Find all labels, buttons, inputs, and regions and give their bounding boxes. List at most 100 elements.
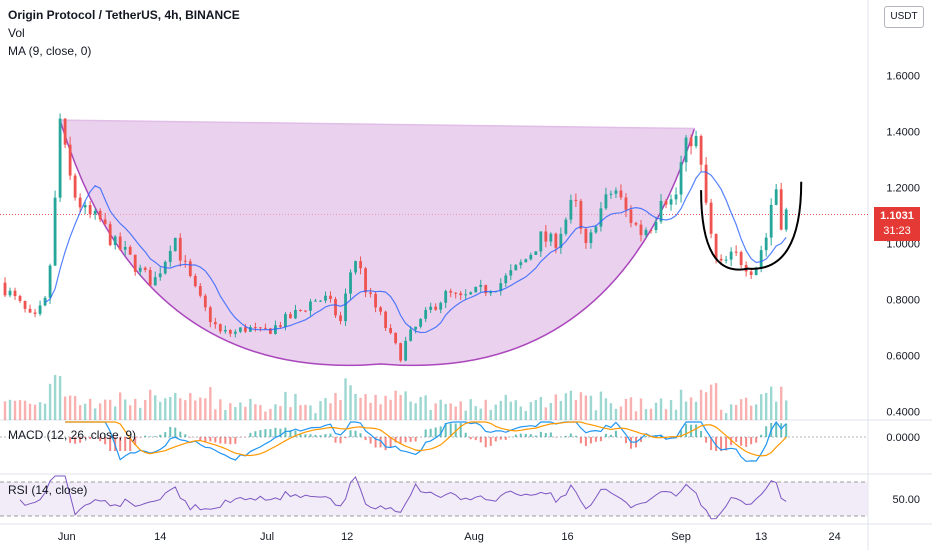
candle-body xyxy=(489,291,493,294)
candle-body xyxy=(264,327,267,329)
candle-body xyxy=(198,286,202,296)
macd-histogram-bar xyxy=(309,434,312,437)
macd-histogram-bar xyxy=(639,437,642,442)
candle-body xyxy=(228,330,232,334)
macd-histogram-bar xyxy=(124,437,127,451)
macd-histogram-bar xyxy=(329,433,332,437)
candle-body xyxy=(108,224,112,246)
macd-legend[interactable]: MACD (12, 26, close, 9) xyxy=(8,428,137,442)
volume-bar xyxy=(389,399,392,420)
candle-body xyxy=(754,268,758,276)
candle-body xyxy=(624,197,628,210)
macd-histogram-bar xyxy=(264,429,267,437)
ma-legend[interactable]: MA (9, close, 0) xyxy=(8,44,92,58)
volume-bar xyxy=(489,409,492,420)
macd-histogram-bar xyxy=(534,435,537,437)
candle-body xyxy=(319,300,322,302)
volume-bar xyxy=(159,401,162,420)
macd-histogram-bar xyxy=(755,437,758,443)
volume-bar xyxy=(419,396,422,420)
volume-bar xyxy=(729,404,733,420)
candle-body xyxy=(529,254,533,260)
macd-histogram-bar xyxy=(705,437,708,443)
handle-curve xyxy=(700,181,803,271)
volume-bar xyxy=(229,403,232,420)
candle-body xyxy=(43,297,47,306)
handle-curve-path xyxy=(700,181,803,271)
volume-bar xyxy=(519,406,522,420)
volume-bar xyxy=(264,411,267,420)
macd-histogram-bar xyxy=(84,437,87,439)
macd-histogram-bar xyxy=(644,436,647,437)
currency-button[interactable]: USDT xyxy=(884,6,924,28)
volume-legend[interactable]: Vol xyxy=(8,26,25,40)
volume-bar xyxy=(464,410,467,420)
macd-histogram-bar xyxy=(444,423,447,437)
candle-body xyxy=(414,326,418,330)
candle-body xyxy=(148,269,152,286)
macd-tick-label: 0.0000 xyxy=(886,432,920,444)
macd-histogram-bar xyxy=(274,427,277,437)
volume-bar xyxy=(53,375,57,420)
macd-histogram-bar xyxy=(199,437,202,442)
candle-body xyxy=(314,300,317,302)
candle-body xyxy=(539,231,543,252)
candle-body xyxy=(524,259,528,263)
candle-body xyxy=(379,307,382,312)
candle-body xyxy=(404,340,408,361)
candle-body xyxy=(118,236,122,250)
volume-bar xyxy=(559,400,563,420)
candle-body xyxy=(569,199,573,220)
volume-bar xyxy=(719,409,723,420)
macd-histogram-bar xyxy=(339,437,342,444)
volume-bar xyxy=(459,401,462,420)
volume-bar xyxy=(539,396,543,420)
candle-body xyxy=(344,293,347,322)
macd-histogram-bar xyxy=(219,437,222,444)
candle-body xyxy=(63,118,67,145)
candle-body xyxy=(474,286,478,293)
macd-histogram-bar xyxy=(720,437,723,451)
candle-body xyxy=(384,311,387,329)
macd-histogram-bar xyxy=(564,435,567,437)
last-price-value: 1.1031 xyxy=(880,210,914,222)
signal-line xyxy=(65,421,787,457)
candle-body xyxy=(784,209,788,230)
macd-histogram-bar xyxy=(229,437,232,445)
candle-body xyxy=(153,277,157,286)
candle-body xyxy=(584,228,588,244)
candle-body xyxy=(213,322,217,325)
volume-bar xyxy=(684,401,688,420)
candle-body xyxy=(364,268,367,293)
volume-bar xyxy=(444,403,447,420)
candle-body xyxy=(269,328,272,334)
candle-body xyxy=(419,318,423,327)
macd-histogram-bar xyxy=(99,437,102,442)
volume-bar xyxy=(499,400,502,420)
candle-body xyxy=(484,284,488,294)
volume-bar xyxy=(43,403,47,420)
volume-bar xyxy=(574,399,578,420)
volume-bar xyxy=(314,413,317,420)
volume-bar xyxy=(644,409,648,420)
volume-bar xyxy=(239,402,242,420)
macd-histogram-bar xyxy=(154,436,157,437)
volume-bar xyxy=(189,393,192,420)
candle-body xyxy=(449,290,453,293)
candle-body xyxy=(594,226,598,233)
macd-histogram-bar xyxy=(214,437,217,443)
rsi-legend[interactable]: RSI (14, close) xyxy=(8,483,88,497)
cup-fill xyxy=(60,120,695,366)
chart-title[interactable]: Origin Protocol / TetherUS, 4h, BINANCE xyxy=(8,8,240,22)
macd-histogram-bar xyxy=(695,424,698,437)
volume-bar xyxy=(714,383,718,420)
macd-histogram-bar xyxy=(394,437,397,443)
volume-bar xyxy=(404,391,407,420)
candle-body xyxy=(544,231,548,242)
macd-histogram-bar xyxy=(289,430,292,437)
macd-histogram-bar xyxy=(765,426,768,437)
volume-bar xyxy=(614,408,618,420)
volume-bar xyxy=(289,407,292,420)
candle-body xyxy=(193,275,197,287)
